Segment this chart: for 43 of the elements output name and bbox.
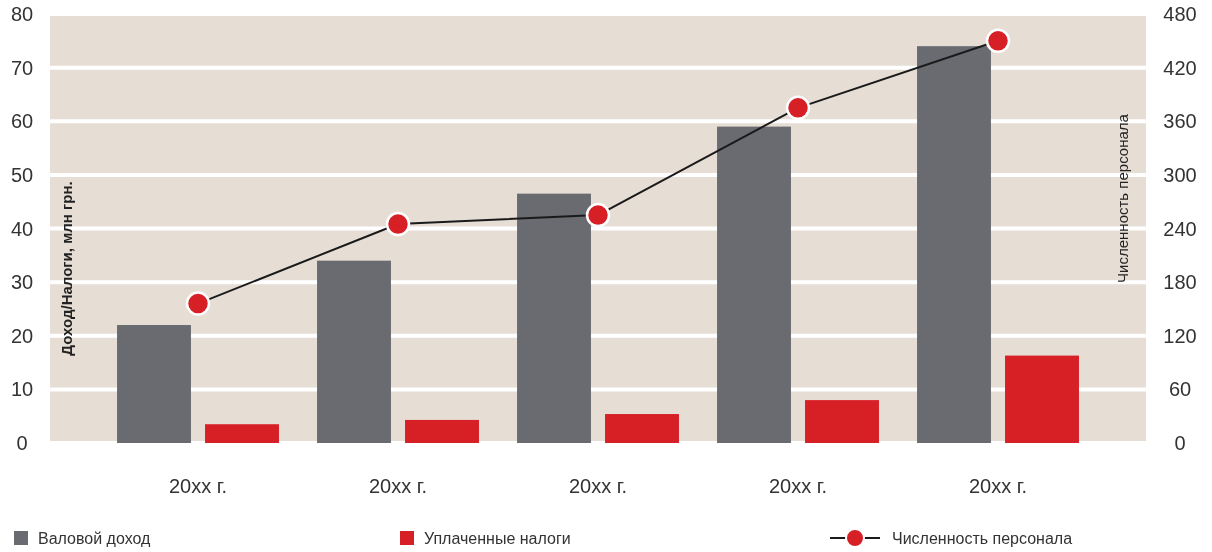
point <box>185 291 211 316</box>
bar <box>1005 355 1079 443</box>
y2-tick-label: 120 <box>1163 324 1197 347</box>
y-tick-label: 10 <box>10 378 34 401</box>
y2-tick-label: 360 <box>1163 110 1197 133</box>
bar <box>317 260 391 443</box>
bar <box>917 46 991 443</box>
y2-tick-label: 420 <box>1163 56 1197 79</box>
bar <box>717 126 791 443</box>
y2-tick-label: 60 <box>1168 378 1192 401</box>
x-tick-label: 20xx г. <box>368 475 428 497</box>
bar <box>117 325 191 443</box>
y-tick-label: 70 <box>10 56 34 79</box>
x-tick-label: 20xx г. <box>968 475 1028 497</box>
bar <box>405 419 479 443</box>
x-tick-label: 20xx г. <box>768 475 828 497</box>
bar <box>605 414 679 443</box>
point <box>585 202 611 228</box>
y-tick-label: 30 <box>10 271 34 294</box>
legend-label: Численность персонала <box>892 529 1073 547</box>
legend-label: Валовой доход <box>38 529 152 547</box>
bar <box>517 193 591 443</box>
bar <box>205 424 279 443</box>
y2-tick-label: 0 <box>1174 432 1186 454</box>
y-tick-label: 60 <box>10 110 34 133</box>
y2-axis-title: Численность персонала <box>1114 113 1131 283</box>
y-tick-label: 20 <box>10 324 34 347</box>
legend-label: Уплаченные налоги <box>424 529 571 547</box>
y-axis-title: Доход/Налоги, млн грн. <box>58 181 75 356</box>
y-tick-label: 0 <box>16 432 28 454</box>
bar <box>805 400 879 443</box>
y-tick-label: 80 <box>10 3 34 25</box>
y2-tick-label: 480 <box>1163 3 1197 25</box>
x-tick-label: 20xx г. <box>568 475 628 497</box>
point <box>785 95 811 121</box>
x-tick-label: 20xx г. <box>168 475 228 497</box>
y2-tick-label: 300 <box>1163 163 1197 186</box>
y-tick-label: 50 <box>10 163 34 186</box>
y-tick-label: 40 <box>10 217 34 240</box>
y2-tick-label: 240 <box>1163 217 1197 240</box>
y2-tick-label: 180 <box>1163 271 1197 294</box>
point <box>985 28 1011 54</box>
point <box>385 211 411 237</box>
